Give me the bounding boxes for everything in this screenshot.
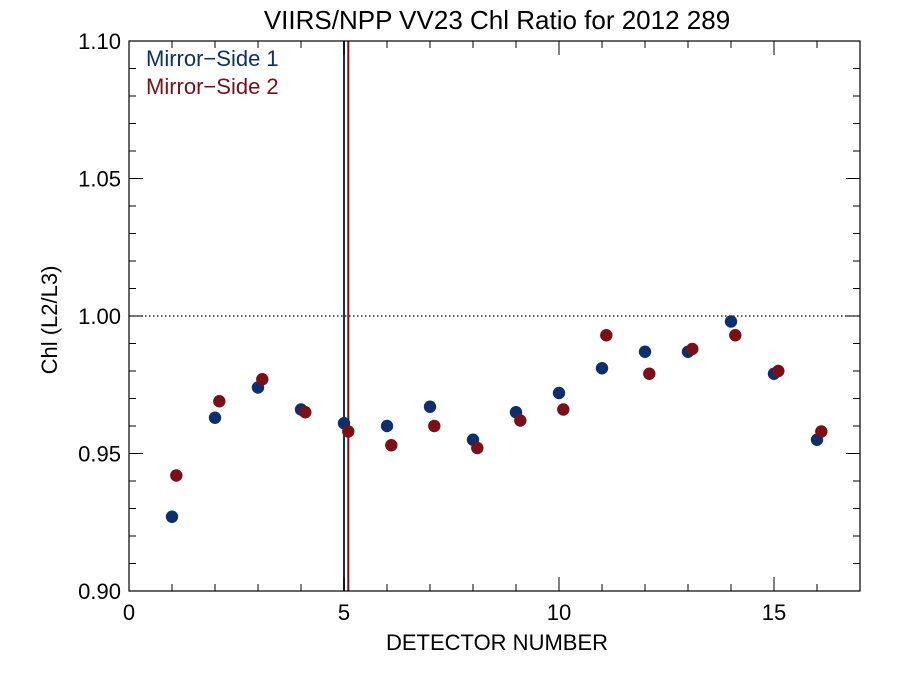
y-tick-label: 1.00 [78, 304, 121, 329]
mirror-side-2-point-7 [428, 419, 441, 433]
mirror-side-1-point-10 [552, 386, 566, 400]
mirror-side-1-point-12 [638, 345, 652, 358]
mirror-side-1-point-11 [595, 362, 609, 375]
mirror-side-2-point-1 [170, 469, 183, 482]
legend-entry-mirror-side-1: Mirror−Side 1 [146, 46, 279, 71]
y-tick-label: 1.10 [78, 29, 121, 54]
legend-entry-mirror-side-2: Mirror−Side 2 [146, 74, 279, 99]
data-points [165, 315, 828, 523]
mirror-side-2-point-9 [514, 414, 527, 427]
y-axis-label: Chl (L2/L3) [37, 266, 62, 375]
y-tick-label: 0.95 [78, 442, 121, 467]
y-tick-label: 1.05 [78, 167, 121, 192]
mirror-side-2-point-14 [729, 329, 742, 342]
x-tick-label: 15 [762, 600, 786, 625]
mirror-side-2-point-3 [256, 373, 269, 386]
chart-title: VIIRS/NPP VV23 Chl Ratio for 2012 289 [264, 5, 730, 35]
mirror-side-2-point-12 [643, 367, 656, 380]
x-tick-label: 5 [338, 600, 350, 625]
mirror-side-2-point-16 [815, 425, 828, 438]
mirror-side-lines [343, 41, 350, 591]
mirror-side-1-point-1 [165, 510, 179, 523]
x-tick-label: 0 [123, 600, 135, 625]
mirror-side-2-point-5 [342, 425, 355, 438]
mirror-side-1-point-7 [423, 400, 437, 413]
x-tick-label: 10 [547, 600, 571, 625]
mirror-side-1-point-14 [724, 315, 738, 328]
legend: Mirror−Side 1 Mirror−Side 2 [146, 46, 279, 99]
mirror-side-1-point-6 [380, 419, 394, 433]
mirror-side-2-point-11 [600, 329, 613, 342]
mirror-side-1-point-2 [208, 411, 222, 424]
x-axis-label: DETECTOR NUMBER [386, 630, 608, 655]
mirror-side-2-point-13 [686, 342, 699, 356]
mirror-side-2-point-6 [385, 439, 398, 452]
y-tick-label: 0.90 [78, 579, 121, 604]
mirror-side-2-point-2 [213, 395, 226, 408]
mirror-side-2-point-4 [299, 406, 312, 419]
mirror-side-2-point-10 [557, 403, 570, 416]
axes: 0 5 10 15 0.90 0.95 1.00 1.05 1.10 [78, 29, 861, 625]
mirror-side-2-point-8 [471, 441, 484, 455]
mirror-side-2-point-15 [772, 364, 785, 378]
